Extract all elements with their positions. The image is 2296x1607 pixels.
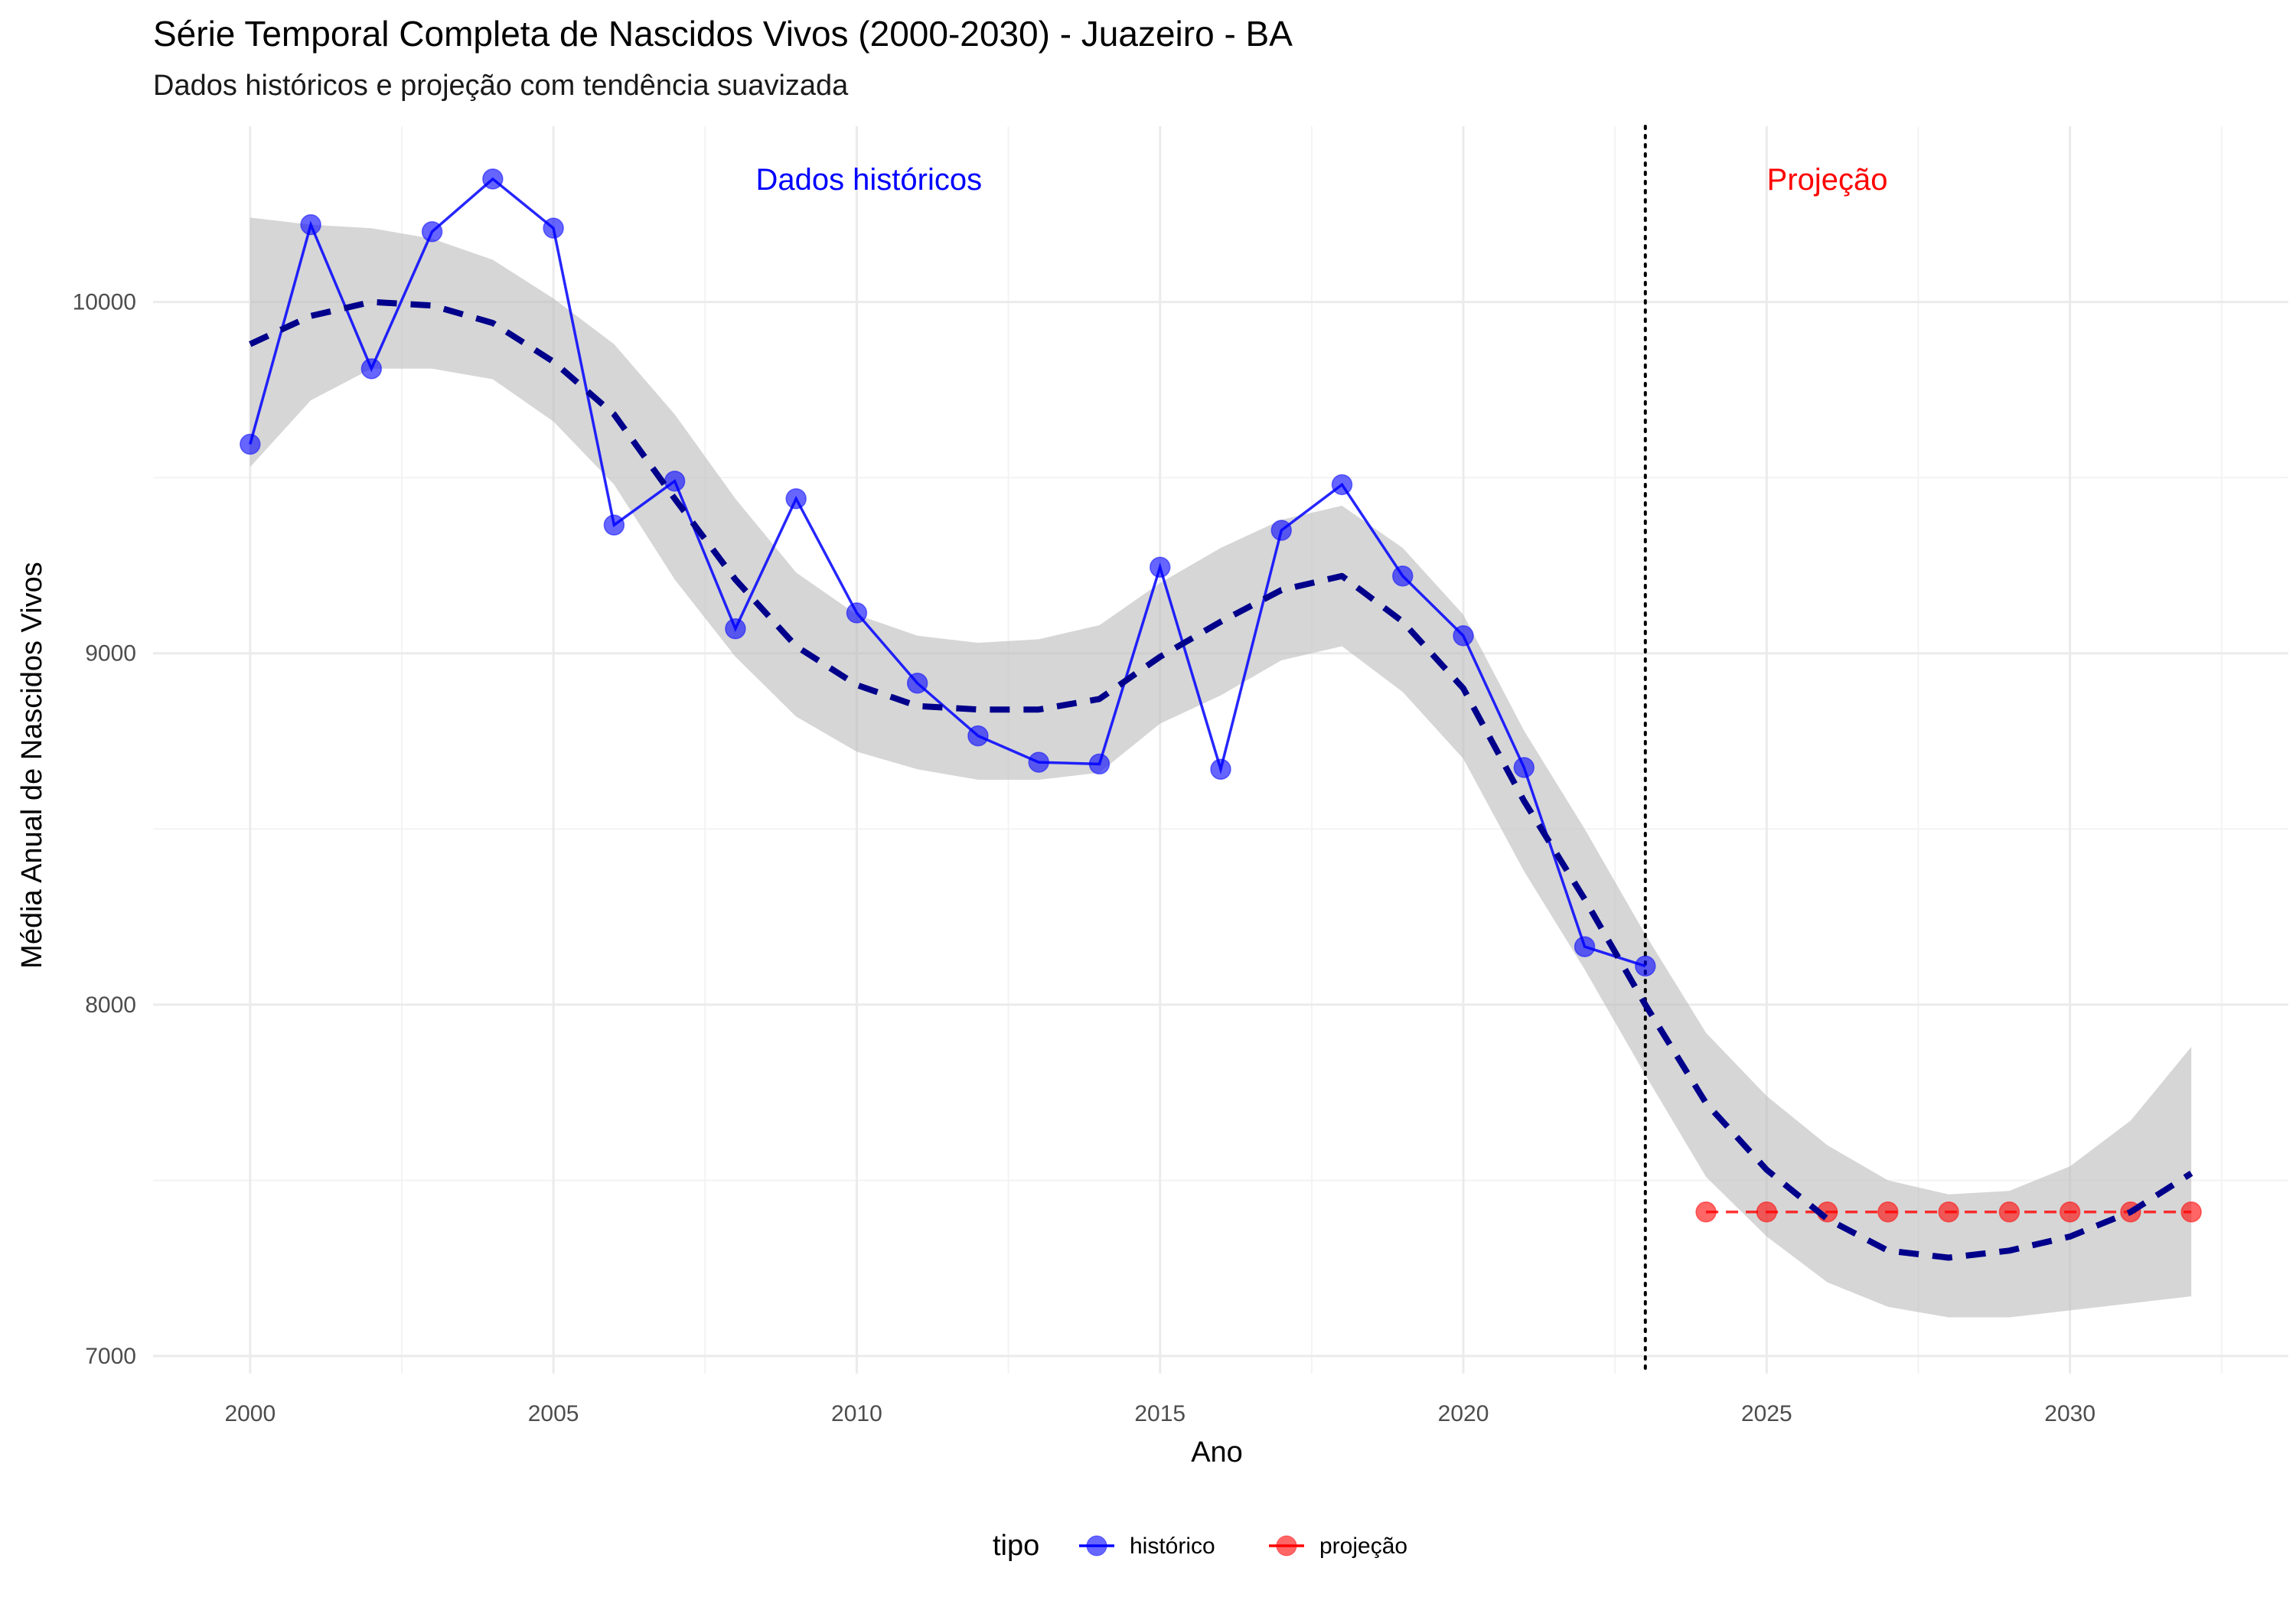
legend-key-point bbox=[1276, 1535, 1297, 1556]
x-tick-label: 2005 bbox=[528, 1401, 579, 1426]
trend-line bbox=[249, 298, 2193, 1261]
data-point-historico bbox=[300, 214, 321, 236]
data-point-projecao bbox=[2059, 1201, 2081, 1223]
confidence-ribbon-layer bbox=[249, 217, 2192, 1318]
x-tick-label: 2025 bbox=[1741, 1401, 1792, 1426]
grid-minor bbox=[153, 126, 2288, 1374]
data-point-historico bbox=[240, 433, 261, 455]
legend: tipo histórico projeção bbox=[993, 1530, 1407, 1562]
data-point-historico bbox=[1392, 565, 1414, 587]
data-point-historico bbox=[1028, 751, 1049, 773]
legend-title: tipo bbox=[993, 1530, 1039, 1562]
data-point-historico bbox=[967, 725, 989, 747]
y-tick-label: 7000 bbox=[85, 1344, 136, 1369]
data-point-projecao bbox=[1998, 1201, 2020, 1223]
annotation-layer: Dados históricos Projeção bbox=[755, 163, 1887, 197]
data-point-projecao bbox=[1695, 1201, 1717, 1223]
x-tick-label: 2000 bbox=[224, 1401, 276, 1426]
legend-label: histórico bbox=[1130, 1534, 1215, 1559]
x-axis-title: Ano bbox=[1191, 1436, 1243, 1468]
x-tick-label: 2015 bbox=[1134, 1401, 1186, 1426]
data-point-historico bbox=[664, 470, 686, 492]
data-point-historico bbox=[1574, 936, 1596, 957]
legend-label: projeção bbox=[1319, 1534, 1407, 1559]
data-point-historico bbox=[1149, 556, 1171, 578]
y-tick-label: 9000 bbox=[85, 641, 136, 667]
data-point-historico bbox=[785, 487, 807, 510]
data-point-historico bbox=[482, 168, 504, 190]
series-line-historico bbox=[249, 177, 1646, 968]
y-tick-label: 8000 bbox=[85, 993, 136, 1018]
data-point-historico bbox=[1331, 474, 1353, 496]
y-tick-labels: 7000 8000 9000 10000 bbox=[73, 290, 136, 1369]
data-point-historico bbox=[543, 217, 564, 239]
data-point-historico bbox=[1088, 753, 1110, 775]
data-point-historico bbox=[1453, 625, 1474, 647]
data-point-historico bbox=[1513, 757, 1535, 778]
data-point-historico bbox=[846, 602, 868, 624]
trend-layer bbox=[249, 298, 2193, 1261]
confidence-ribbon bbox=[249, 217, 2192, 1318]
data-point-historico bbox=[421, 220, 443, 243]
legend-key-point bbox=[1086, 1535, 1107, 1556]
x-tick-label: 2020 bbox=[1438, 1401, 1489, 1426]
data-point-historico bbox=[603, 514, 625, 536]
data-point-historico bbox=[1270, 520, 1293, 541]
x-tick-labels: 2000 2005 2010 2015 2020 2025 2030 bbox=[224, 1401, 2095, 1426]
annotation-label: Projeção bbox=[1767, 163, 1888, 197]
data-point-projecao bbox=[1756, 1201, 1778, 1223]
y-axis-title: Média Anual de Nascidos Vivos bbox=[16, 562, 48, 969]
y-tick-label: 10000 bbox=[73, 290, 136, 315]
data-point-historico bbox=[360, 358, 383, 380]
data-point-projecao bbox=[1938, 1201, 1959, 1223]
chart-title: Série Temporal Completa de Nascidos Vivo… bbox=[153, 14, 1293, 54]
data-point-historico bbox=[1210, 758, 1231, 781]
x-tick-label: 2030 bbox=[2044, 1401, 2095, 1426]
data-point-historico bbox=[1635, 955, 1656, 977]
data-point-historico bbox=[906, 673, 928, 694]
annotation-label: Dados históricos bbox=[755, 163, 982, 197]
data-point-projecao bbox=[2180, 1201, 2202, 1223]
chart-subtitle: Dados históricos e projeção com tendênci… bbox=[153, 70, 849, 102]
x-tick-label: 2010 bbox=[831, 1401, 882, 1426]
data-point-historico bbox=[725, 618, 746, 640]
legend-items: histórico projeção bbox=[1079, 1534, 1407, 1559]
data-point-projecao bbox=[1877, 1201, 1899, 1223]
